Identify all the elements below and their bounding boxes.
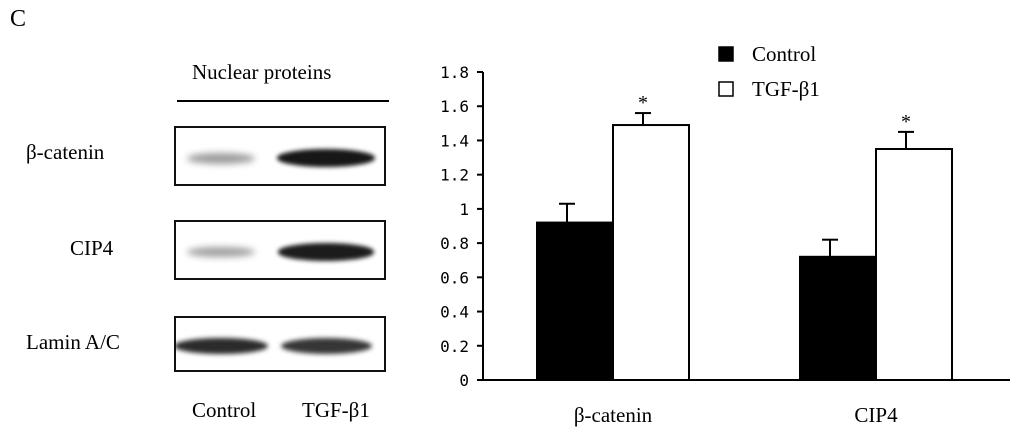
significance-marker: * (638, 92, 648, 114)
y-tick-label: 1.4 (440, 131, 469, 150)
y-tick-label: 1.8 (440, 63, 469, 82)
legend-label-control: Control (752, 42, 816, 66)
bar-control-1 (799, 255, 877, 381)
blot-row-label-cip4: CIP4 (70, 236, 114, 260)
y-tick-label: 0.6 (440, 268, 469, 287)
y-tick-label: 0.8 (440, 234, 469, 253)
blot-strip-lamin (174, 316, 386, 372)
blot-strip-beta-catenin (174, 126, 386, 186)
significance-marker: * (901, 111, 911, 133)
band-cip4-control (187, 246, 255, 258)
legend-label-tgf: TGF-β1 (752, 77, 820, 101)
y-tick-label: 1 (459, 200, 469, 219)
band-lamin-tgf (280, 338, 372, 354)
bar-tgf-1 (875, 148, 953, 381)
lane-label-tgf: TGF-β1 (302, 398, 370, 422)
bar-control-0 (536, 221, 614, 381)
band-lamin-control (176, 337, 268, 355)
blot-title: Nuclear proteins (192, 60, 332, 84)
blot-title-rule (177, 100, 389, 102)
band-beta-catenin-tgf (277, 149, 375, 167)
blot-strip-cip4 (174, 220, 386, 280)
y-tick-label: 0 (459, 371, 469, 390)
panel-letter: C (10, 6, 27, 32)
band-cip4-tgf (277, 243, 375, 261)
y-tick-label: 1.6 (440, 97, 469, 116)
band-beta-catenin-control (186, 152, 256, 164)
y-tick-label: 1.2 (440, 166, 469, 185)
legend-swatch-tgf (718, 81, 734, 97)
bar-tgf-0 (612, 124, 690, 381)
blot-row-label-beta-catenin: β-catenin (26, 140, 105, 164)
blot-row-label-lamin: Lamin A/C (26, 330, 120, 354)
legend-swatch-control (718, 46, 734, 62)
y-tick-label: 0.4 (440, 303, 469, 322)
lane-label-control: Control (192, 398, 257, 422)
y-tick-label: 0.2 (440, 337, 469, 356)
x-category-label: CIP4 (854, 403, 898, 427)
x-category-label: β-catenin (574, 403, 653, 427)
